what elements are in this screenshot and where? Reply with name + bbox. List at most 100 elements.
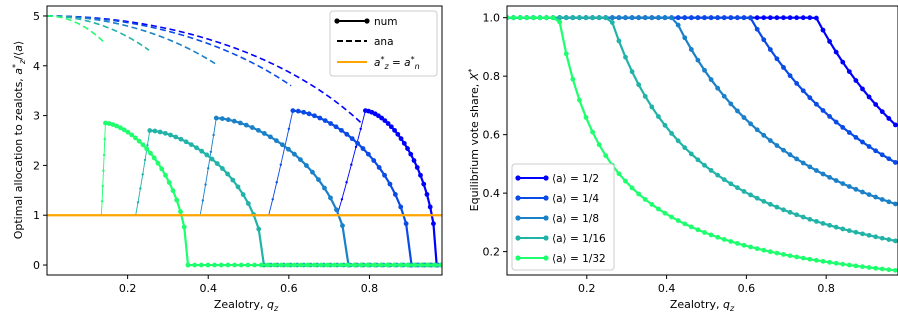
vote-share-marker-4 xyxy=(557,19,563,25)
vote-share-marker-1 xyxy=(708,15,714,21)
num-zero-marker-4 xyxy=(258,262,264,268)
vote-share-marker-0 xyxy=(853,78,859,83)
vote-share-marker-2 xyxy=(616,15,622,21)
num-rise-marker-3 xyxy=(136,201,140,204)
vote-share-marker-1 xyxy=(787,73,793,79)
right-x-ticks: 0.2 0.4 0.6 0.8 xyxy=(578,275,835,295)
vote-share-marker-4 xyxy=(853,263,859,269)
vote-share-marker-3 xyxy=(557,15,563,21)
num-marker-4 xyxy=(133,135,138,141)
num-rise-marker-0 xyxy=(350,163,353,166)
right-y-tick-label: 1.0 xyxy=(483,12,501,25)
num-marker-3 xyxy=(199,148,205,154)
vote-share-marker-1 xyxy=(873,148,879,154)
vote-share-marker-4 xyxy=(807,256,813,262)
num-marker-3 xyxy=(188,142,194,148)
legend-label-3: ⟨a⟩ = 1/16 xyxy=(552,233,606,245)
vote-share-marker-3 xyxy=(596,15,602,21)
num-zero-marker-4 xyxy=(198,262,204,268)
vote-share-marker-1 xyxy=(860,139,865,145)
num-zero-marker-4 xyxy=(378,262,384,268)
vote-share-marker-1 xyxy=(800,88,806,94)
vote-share-marker-2 xyxy=(774,143,780,148)
num-zero-marker-4 xyxy=(291,262,297,268)
vote-share-marker-0 xyxy=(814,15,819,21)
vote-share-marker-2 xyxy=(656,15,661,21)
num-zero-marker-4 xyxy=(425,262,430,268)
num-zero-marker-4 xyxy=(411,262,417,268)
legend-label-2: ⟨a⟩ = 1/8 xyxy=(552,213,599,225)
analytic-curve-3 xyxy=(47,15,150,51)
vote-share-marker-4 xyxy=(563,51,569,57)
vote-share-marker-1 xyxy=(688,15,694,21)
num-marker-2 xyxy=(237,120,243,126)
num-marker-1 xyxy=(312,113,317,119)
num-marker-2 xyxy=(298,157,303,162)
left-y-tick-label: 4 xyxy=(33,60,40,73)
vote-share-marker-1 xyxy=(827,114,832,119)
vote-share-marker-4 xyxy=(688,224,694,230)
vote-share-marker-1 xyxy=(833,119,839,125)
left-panel: 0.2 0.4 0.6 0.8 0 1 2 3 4 5 Zealotry, qz Optimal… xyxy=(11,5,443,313)
vote-share-marker-2 xyxy=(629,15,635,21)
num-marker-1 xyxy=(290,108,296,114)
vote-share-marker-4 xyxy=(794,254,800,260)
vote-share-marker-2 xyxy=(728,101,734,107)
right-x-tick-label: 0.2 xyxy=(578,282,596,295)
vote-share-marker-3 xyxy=(833,224,839,230)
num-zero-marker-4 xyxy=(398,262,404,268)
num-marker-4 xyxy=(181,224,187,230)
num-marker-0 xyxy=(424,192,430,197)
num-rise-marker-4 xyxy=(101,184,104,188)
vote-share-marker-1 xyxy=(682,15,688,21)
num-marker-3 xyxy=(235,184,241,190)
num-rise-marker-0 xyxy=(340,198,344,201)
vote-share-marker-3 xyxy=(846,228,852,234)
num-zero-marker-4 xyxy=(252,262,257,268)
num-rise-marker-2 xyxy=(209,150,213,153)
num-marker-4 xyxy=(125,129,131,135)
legend-marker-0 xyxy=(543,175,549,181)
num-marker-4 xyxy=(178,209,183,215)
right-x-tick-label: 0.4 xyxy=(658,282,676,295)
vote-share-marker-4 xyxy=(590,129,595,135)
num-marker-3 xyxy=(214,161,220,166)
vote-share-marker-4 xyxy=(656,206,661,212)
num-marker-0 xyxy=(414,165,420,170)
num-marker-3 xyxy=(168,132,173,138)
num-marker-2 xyxy=(285,146,291,152)
num-rise-marker-4 xyxy=(102,169,105,172)
vote-share-marker-3 xyxy=(649,104,655,110)
num-zero-marker-4 xyxy=(272,262,277,268)
num-rise-marker-3 xyxy=(143,158,147,162)
vote-share-marker-4 xyxy=(748,244,753,250)
vote-share-marker-4 xyxy=(754,246,760,252)
vote-share-marker-1 xyxy=(748,15,753,21)
vote-share-marker-0 xyxy=(879,109,885,115)
legend-num-label: num xyxy=(374,16,398,28)
num-marker-4 xyxy=(144,146,150,152)
vote-share-marker-4 xyxy=(708,232,714,238)
vote-share-marker-3 xyxy=(735,185,740,191)
vote-share-marker-1 xyxy=(767,47,773,52)
num-marker-1 xyxy=(376,165,382,170)
vote-share-marker-1 xyxy=(846,130,852,135)
num-marker-1 xyxy=(328,121,334,126)
num-marker-4 xyxy=(136,138,142,144)
num-marker-4 xyxy=(121,127,127,133)
num-zero-marker-4 xyxy=(338,262,344,268)
vote-share-marker-0 xyxy=(800,15,806,21)
legend-marker-3 xyxy=(543,235,549,241)
vote-share-marker-4 xyxy=(873,265,879,271)
legend-ana-label: ana xyxy=(374,36,394,48)
right-y-tick-label: 0.6 xyxy=(483,129,501,142)
num-zero-marker-4 xyxy=(358,262,364,268)
vote-share-marker-3 xyxy=(583,15,589,21)
left-y-tick-label: 0 xyxy=(33,259,40,272)
vote-share-marker-2 xyxy=(702,67,707,73)
vote-share-marker-3 xyxy=(853,229,859,235)
num-rise-marker-1 xyxy=(275,181,278,184)
vote-share-marker-2 xyxy=(781,147,786,153)
vote-share-marker-1 xyxy=(866,144,872,149)
